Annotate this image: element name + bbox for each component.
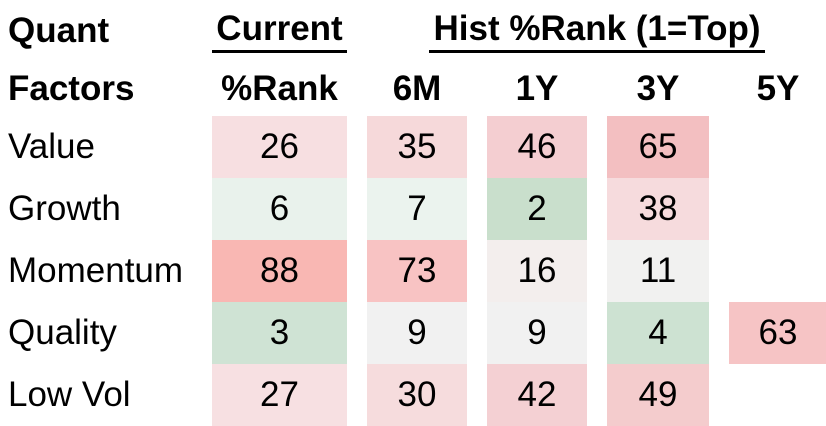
factor-label-growth: Growth [8,189,121,228]
factor-label-momentum: Momentum [8,251,184,290]
cell-quality-6m: 9 [367,302,467,364]
factor-label-lowvol: Low Vol [8,375,131,414]
group-header-current: Current [212,9,347,53]
column-header-current-rank: %Rank [221,69,338,108]
cell-value-6m: 35 [367,116,467,178]
cell-lowvol-6m: 30 [367,364,467,426]
cell-value-1y: 46 [487,116,587,178]
factor-row-momentum: Momentum 88 73 16 11 [0,240,826,302]
cell-momentum-1y: 16 [487,240,587,302]
factor-row-value: Value 26 35 46 65 [0,116,826,178]
group-header-hist-wrap: Hist %Rank (1=Top) [367,0,826,62]
cell-quality-5y: 63 [729,302,826,364]
factor-label-value: Value [8,127,95,166]
column-header-1y: 1Y [515,69,559,108]
cell-momentum-current: 88 [212,240,347,302]
cell-growth-6m: 7 [367,178,467,240]
column-header-5y: 5Y [756,69,800,108]
header-row-columns: Factors %Rank 6M 1Y 3Y 5Y [0,62,826,116]
factor-label-quality: Quality [8,313,117,352]
cell-growth-3y: 38 [607,178,709,240]
table-title-line1: Quant [8,11,110,50]
cell-momentum-5y [729,240,826,302]
cell-value-5y [729,116,826,178]
column-header-3y: 3Y [636,69,680,108]
cell-value-3y: 65 [607,116,709,178]
cell-momentum-6m: 73 [367,240,467,302]
cell-growth-5y [729,178,826,240]
cell-quality-1y: 9 [487,302,587,364]
factor-row-quality: Quality 3 9 9 4 63 [0,302,826,364]
cell-value-current: 26 [212,116,347,178]
table-title-line2: Factors [8,69,135,108]
cell-growth-1y: 2 [487,178,587,240]
factor-row-growth: Growth 6 7 2 38 [0,178,826,240]
cell-quality-3y: 4 [607,302,709,364]
cell-quality-current: 3 [212,302,347,364]
column-header-6m: 6M [392,69,442,108]
cell-momentum-3y: 11 [607,240,709,302]
group-header-hist: Hist %Rank (1=Top) [429,9,765,53]
group-header-current-wrap: Current [212,0,347,62]
factor-row-lowvol: Low Vol 27 30 42 49 [0,364,826,426]
cell-lowvol-1y: 42 [487,364,587,426]
cell-growth-current: 6 [212,178,347,240]
cell-lowvol-5y [729,364,826,426]
cell-lowvol-current: 27 [212,364,347,426]
cell-lowvol-3y: 49 [607,364,709,426]
header-row-groups: Quant Current Hist %Rank (1=Top) [0,0,826,62]
